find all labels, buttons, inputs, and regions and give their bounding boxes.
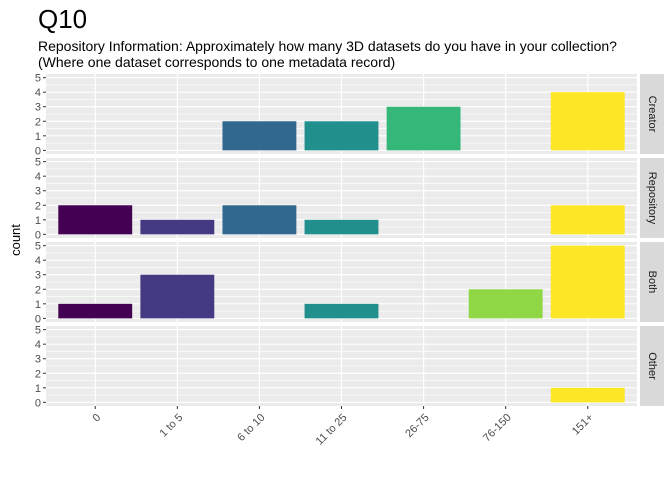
y-tick-label: 2 [35,200,41,212]
y-tick-label: 4 [35,87,41,99]
x-tick-label: 1 to 5 [158,412,186,440]
x-tick-label: 6 to 10 [235,412,267,444]
y-tick-label: 1 [35,383,41,395]
facet-strip [640,158,664,238]
y-tick-label: 3 [35,270,41,282]
bar-creator-4 [386,106,461,151]
bar-both-0 [58,303,133,319]
x-tick-label: 11 to 25 [314,412,350,448]
bar-both-5 [468,289,543,319]
bar-repository-3 [304,219,379,235]
facet-strip [640,326,664,406]
x-tick-label: 76-150 [481,412,514,445]
bar-repository-1 [140,219,215,235]
y-tick-label: 3 [35,354,41,366]
y-tick-label: 0 [35,313,41,325]
bar-both-3 [304,303,379,319]
y-tick-label: 1 [35,131,41,143]
bar-creator-3 [304,121,379,151]
chart-subtitle: Repository Information: Approximately ho… [38,38,617,70]
y-tick-label: 5 [35,73,41,85]
facet-strip-label: Other [646,352,658,380]
y-tick-label: 2 [35,368,41,380]
y-tick-label: 3 [35,186,41,198]
y-tick-label: 0 [35,397,41,409]
y-tick-label: 5 [35,325,41,337]
y-tick-label: 5 [35,241,41,253]
y-tick-label: 1 [35,215,41,227]
bar-other-6 [550,387,625,403]
facet-strip [640,242,664,322]
y-tick-label: 0 [35,229,41,241]
y-tick-label: 0 [35,145,41,157]
x-tick-label: 0 [91,412,104,425]
facet-strip-label: Both [646,271,658,294]
y-tick-label: 1 [35,299,41,311]
y-tick-label: 4 [35,171,41,183]
y-tick-label: 2 [35,284,41,296]
x-tick-label: 26-75 [403,412,431,440]
bar-both-6 [550,245,625,319]
bar-both-1 [140,274,215,319]
bar-repository-0 [58,205,133,235]
facet-strip-label: Creator [646,96,658,133]
x-tick-label: 151+ [570,412,596,438]
chart-title: Q10 [38,4,88,34]
y-tick-label: 4 [35,255,41,267]
bar-creator-2 [222,121,297,151]
y-tick-label: 5 [35,157,41,169]
y-axis-title: count [8,224,23,256]
y-tick-label: 2 [35,116,41,128]
bar-repository-2 [222,205,297,235]
bar-repository-6 [550,205,625,235]
facet-strip [640,74,664,154]
y-tick-label: 4 [35,339,41,351]
facet-strip-label: Repository [646,172,658,225]
bar-creator-6 [550,92,625,151]
y-tick-label: 3 [35,102,41,114]
